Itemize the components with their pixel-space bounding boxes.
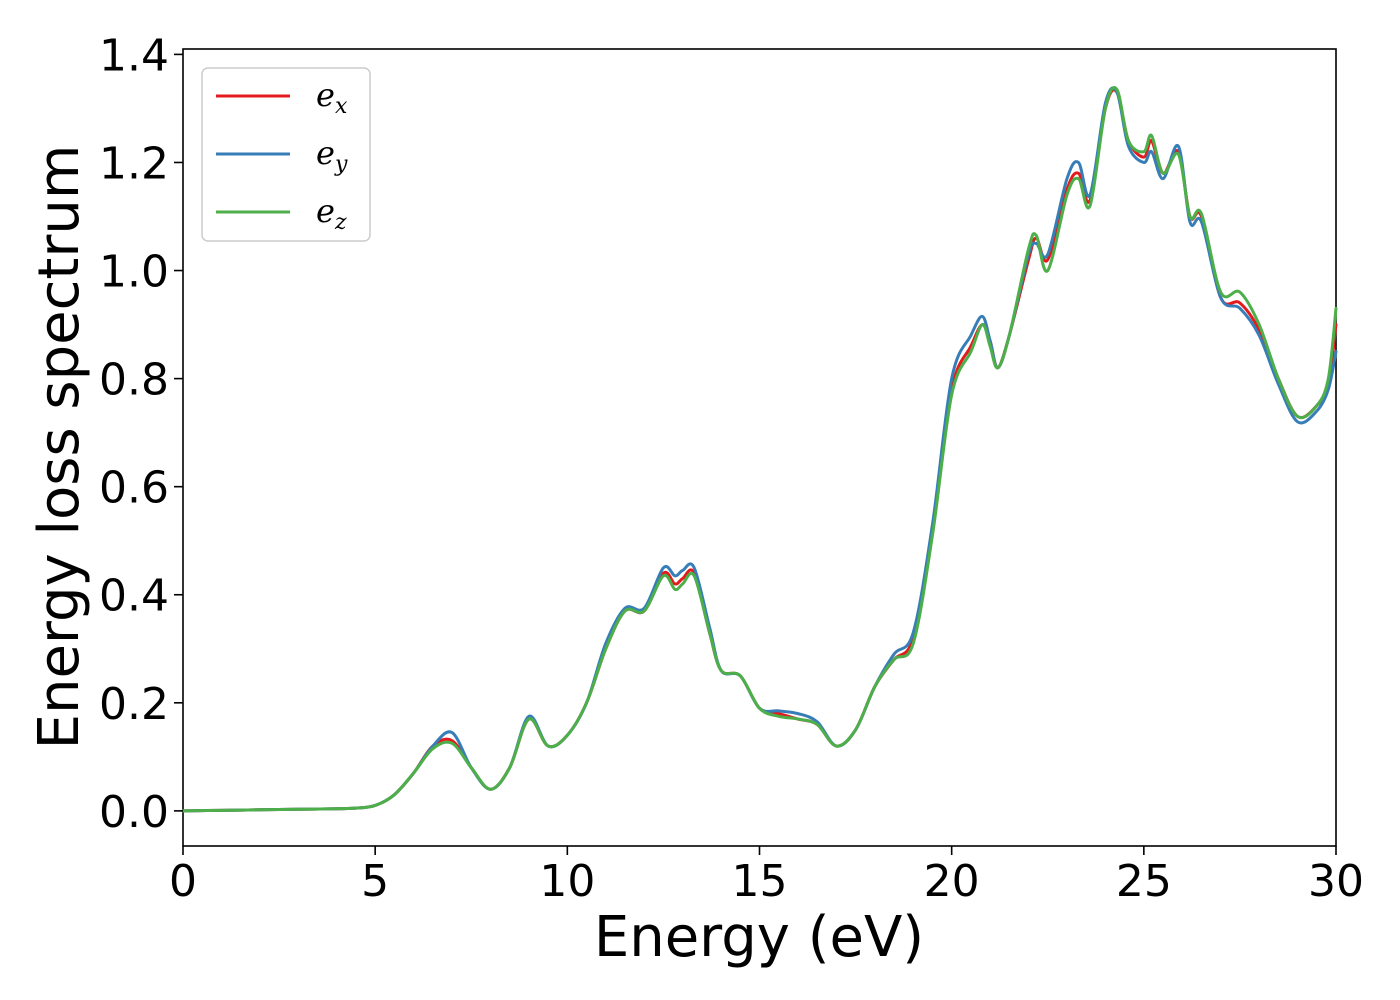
y-tick-label: 1.0 xyxy=(99,247,169,298)
y-tick-label: 0.8 xyxy=(99,355,169,406)
legend-label-ex: ex xyxy=(316,76,348,119)
y-tick-label: 1.4 xyxy=(99,30,169,81)
legend: ex ey ez xyxy=(201,67,371,242)
y-tick-label: 0.6 xyxy=(99,463,169,514)
x-tick-label: 10 xyxy=(539,856,595,907)
legend-label-ez: ez xyxy=(316,192,347,235)
x-tick-label: 5 xyxy=(361,856,389,907)
y-tick-label: 0.2 xyxy=(99,679,169,730)
y-tick-label: 0.4 xyxy=(99,571,169,622)
y-tick-label: 1.2 xyxy=(99,138,169,189)
x-axis-ticks: 0 5 10 15 20 25 30 xyxy=(169,846,1364,907)
x-tick-label: 20 xyxy=(924,856,980,907)
legend-label-ey: ey xyxy=(316,134,348,177)
y-tick-label: 0.0 xyxy=(99,787,169,838)
x-tick-label: 15 xyxy=(732,856,788,907)
series-layer xyxy=(181,85,1338,813)
x-tick-label: 25 xyxy=(1116,856,1172,907)
y-axis-ticks: 0.0 0.2 0.4 0.6 0.8 1.0 1.2 1.4 xyxy=(99,30,183,838)
x-tick-label: 0 xyxy=(169,856,197,907)
x-tick-label: 30 xyxy=(1308,856,1364,907)
x-axis-label: Energy (eV) xyxy=(594,905,924,970)
series-line-ez xyxy=(181,85,1338,813)
y-axis-label: Energy loss spectrum xyxy=(27,145,92,750)
